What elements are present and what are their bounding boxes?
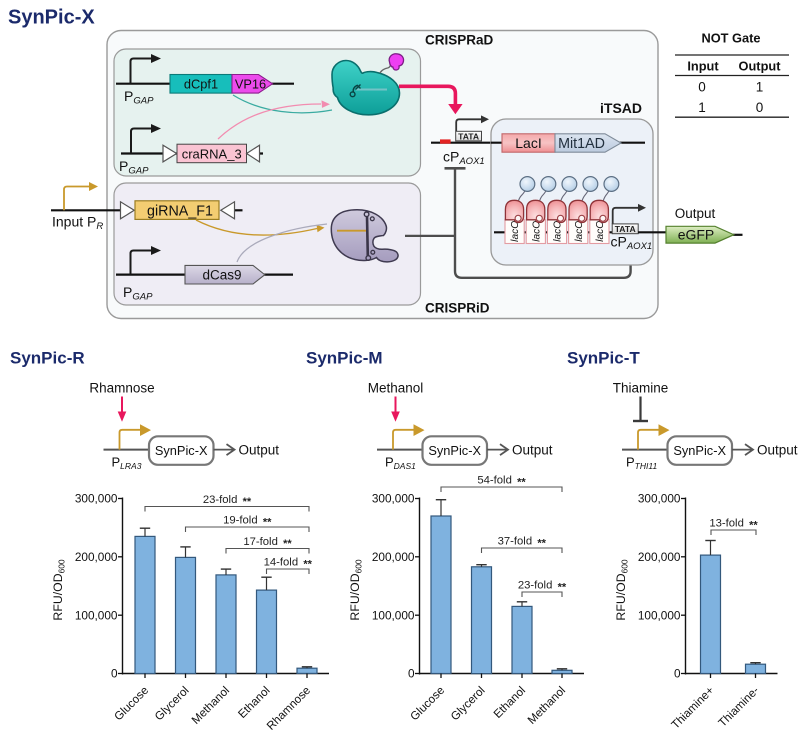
svg-text:23-fold **: 23-fold ** (203, 494, 252, 508)
svg-text:37-fold **: 37-fold ** (498, 536, 547, 550)
svg-text:dCas9: dCas9 (202, 267, 241, 282)
svg-text:Output: Output (239, 443, 280, 458)
svg-text:0: 0 (756, 100, 764, 115)
svg-text:SynPic-T: SynPic-T (567, 349, 640, 368)
svg-text:giRNA_F1: giRNA_F1 (147, 203, 213, 219)
svg-text:0: 0 (698, 80, 706, 95)
svg-text:200,000: 200,000 (372, 550, 415, 564)
svg-text:iTSAD: iTSAD (600, 100, 642, 116)
svg-text:17-fold **: 17-fold ** (243, 536, 292, 550)
svg-text:Output: Output (757, 443, 798, 458)
svg-text:Rhamnose: Rhamnose (89, 381, 154, 396)
svg-text:lacO: lacO (510, 221, 521, 242)
svg-text:lacO: lacO (553, 221, 564, 242)
svg-text:TATA: TATA (458, 131, 479, 141)
svg-text:RFU/OD600: RFU/OD600 (614, 559, 629, 620)
svg-text:Output: Output (675, 206, 716, 221)
svg-text:200,000: 200,000 (638, 550, 681, 564)
svg-text:NOT Gate: NOT Gate (701, 31, 760, 46)
svg-text:1: 1 (756, 80, 764, 95)
svg-text:Input: Input (687, 59, 719, 74)
svg-text:100,000: 100,000 (638, 608, 681, 622)
svg-text:SynPic-X: SynPic-X (673, 443, 726, 458)
svg-text:100,000: 100,000 (372, 608, 415, 622)
svg-text:SynPic-X: SynPic-X (8, 7, 95, 29)
svg-text:23-fold **: 23-fold ** (518, 580, 567, 594)
svg-text:TATA: TATA (615, 224, 636, 234)
svg-text:lacO: lacO (531, 221, 542, 242)
svg-text:VP16: VP16 (235, 76, 266, 91)
svg-text:1: 1 (698, 100, 706, 115)
svg-text:Methanol: Methanol (368, 381, 424, 396)
svg-text:Thiamine: Thiamine (613, 381, 669, 396)
svg-text:300,000: 300,000 (638, 492, 681, 506)
svg-text:Mit1AD: Mit1AD (558, 136, 605, 152)
svg-text:SynPic-X: SynPic-X (428, 443, 481, 458)
svg-text:CRISPRaD: CRISPRaD (425, 33, 494, 48)
svg-text:200,000: 200,000 (75, 550, 118, 564)
svg-text:Output: Output (512, 443, 553, 458)
svg-text:54-fold **: 54-fold ** (477, 475, 526, 489)
svg-text:100,000: 100,000 (75, 608, 118, 622)
svg-text:eGFP: eGFP (678, 227, 715, 243)
svg-text:CRISPRiD: CRISPRiD (425, 301, 490, 316)
svg-text:13-fold **: 13-fold ** (709, 518, 758, 532)
svg-text:lacO: lacO (574, 221, 585, 242)
svg-text:SynPic-M: SynPic-M (306, 349, 383, 368)
svg-text:dCpf1: dCpf1 (184, 76, 218, 91)
svg-text:0: 0 (408, 667, 415, 681)
svg-text:SynPic-X: SynPic-X (155, 443, 208, 458)
svg-text:19-fold **: 19-fold ** (223, 515, 272, 529)
svg-text:Input PR: Input PR (52, 214, 103, 233)
svg-text:0: 0 (674, 667, 681, 681)
svg-text:300,000: 300,000 (372, 492, 415, 506)
svg-text:lacO: lacO (595, 221, 606, 242)
svg-text:RFU/OD600: RFU/OD600 (51, 559, 66, 620)
svg-text:Output: Output (739, 59, 782, 74)
svg-text:SynPic-R: SynPic-R (10, 349, 85, 368)
svg-text:RFU/OD600: RFU/OD600 (348, 559, 363, 620)
svg-text:craRNA_3: craRNA_3 (182, 147, 242, 162)
svg-text:0: 0 (111, 667, 118, 681)
svg-text:300,000: 300,000 (75, 492, 118, 506)
svg-text:LacI: LacI (515, 135, 541, 151)
svg-text:14-fold **: 14-fold ** (264, 557, 313, 571)
